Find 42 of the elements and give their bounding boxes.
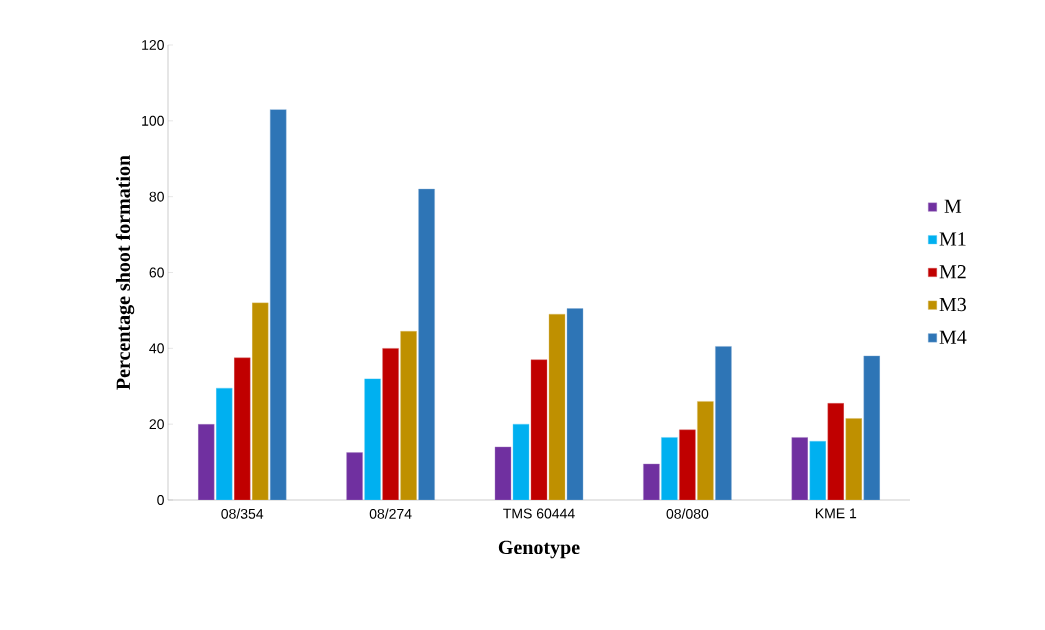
- bar: [697, 401, 714, 500]
- y-tick-label: 120: [142, 40, 164, 50]
- bar: [845, 418, 863, 500]
- bar: [198, 423, 215, 500]
- bar: [661, 437, 678, 500]
- y-tick-label: 100: [142, 115, 164, 126]
- x-tick-label: KME 1: [815, 508, 857, 519]
- bar: [270, 109, 287, 500]
- y-tick-label: 80: [149, 191, 164, 202]
- bar: [548, 314, 566, 500]
- bar: [418, 188, 435, 500]
- bar: [512, 423, 530, 500]
- x-tick-label: 08/080: [666, 508, 709, 519]
- bar: [494, 446, 512, 500]
- x-axis-title: Genotype: [498, 540, 580, 559]
- bar: [809, 441, 826, 500]
- bar: [679, 429, 696, 500]
- x-tick-label: TMS 60444: [503, 508, 575, 519]
- legend-label: M4: [939, 330, 967, 344]
- bar: [827, 403, 844, 500]
- legend-label: M1: [939, 232, 966, 246]
- y-tick-label: 60: [149, 267, 164, 278]
- bar: [400, 331, 417, 500]
- legend-label: M3: [939, 297, 966, 312]
- bar: [252, 302, 269, 500]
- bar: [863, 355, 880, 500]
- y-tick-label: 0: [157, 495, 164, 505]
- x-tick-label: 08/274: [369, 508, 412, 519]
- legend-label: M: [944, 199, 962, 213]
- y-tick-label: 20: [149, 419, 164, 430]
- bar: [364, 378, 381, 500]
- bar: [715, 346, 732, 500]
- bar: [382, 348, 399, 500]
- bar: [216, 387, 233, 500]
- bar: [791, 437, 808, 500]
- bar: [346, 452, 363, 500]
- x-tick-label: 08/354: [221, 508, 264, 519]
- bar: [643, 463, 660, 500]
- y-tick-label: 40: [149, 343, 164, 354]
- legend-label: M2: [939, 265, 966, 279]
- y-axis-title: Percentage shoot formation: [115, 155, 135, 390]
- bar: [234, 357, 251, 500]
